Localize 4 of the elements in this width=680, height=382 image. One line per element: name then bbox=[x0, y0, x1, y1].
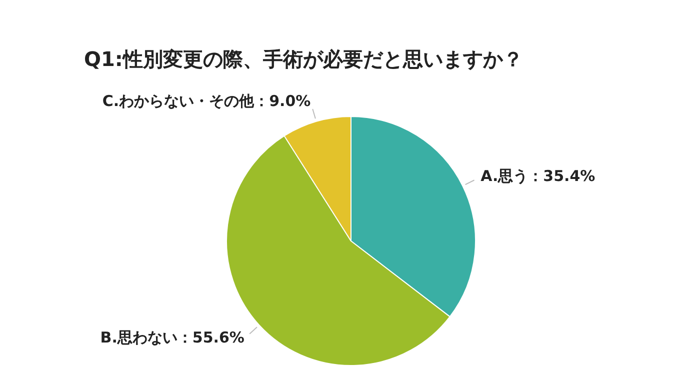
slice-label: C.わからない・その他：9.0% bbox=[102, 92, 311, 110]
chart-title: Q1:性別変更の際、手術が必要だと思いますか？ bbox=[84, 46, 523, 73]
slice-label: B.思わない：55.6% bbox=[100, 328, 244, 346]
slice-label: A.思う：35.4% bbox=[480, 166, 596, 185]
